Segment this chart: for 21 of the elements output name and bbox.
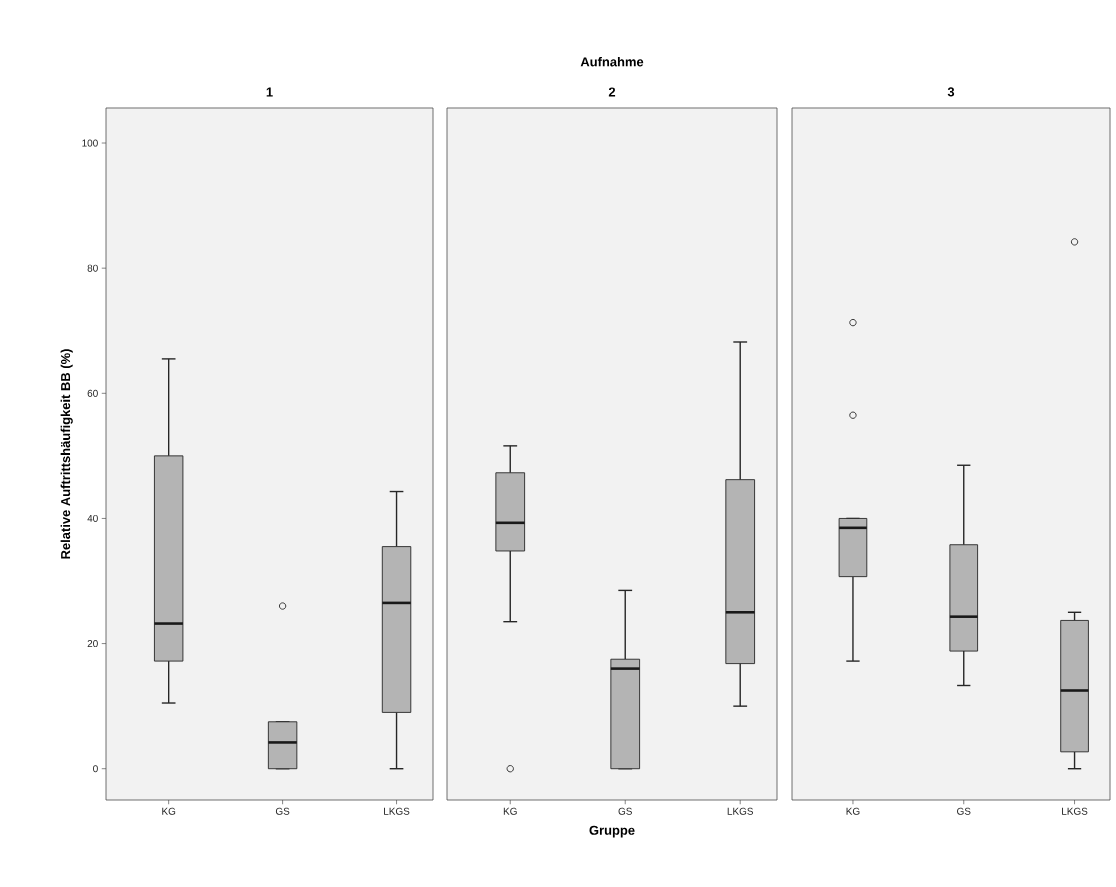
- x-tick-label: GS: [618, 807, 632, 815]
- x-tick-label: GS: [275, 807, 290, 815]
- y-tick-label: 0: [93, 765, 98, 773]
- x-tick-label: LKGS: [727, 807, 754, 815]
- y-tick-label: 60: [87, 389, 98, 397]
- x-tick-label: KG: [846, 807, 860, 815]
- y-tick-label: 100: [82, 139, 98, 147]
- text: Aufnahme: [580, 56, 644, 67]
- y-tick-label: 40: [87, 514, 98, 522]
- x-tick-label: LKGS: [384, 807, 410, 815]
- y-tick-label: 20: [87, 640, 98, 648]
- chart-title: 2: [608, 87, 616, 97]
- chart-title: 1: [266, 87, 273, 97]
- x-tick-label: KG: [162, 807, 176, 815]
- chart-title: 3: [947, 87, 955, 97]
- x-tick-label: GS: [957, 807, 971, 815]
- x-tick-label: LKGS: [1062, 807, 1088, 815]
- y-tick-label: 80: [87, 264, 98, 272]
- y-axis-title: Relative Auftrittshäufigkeit BB (%): [60, 349, 73, 559]
- x-tick-label: KG: [503, 807, 517, 815]
- x-axis-title: Gruppe: [589, 825, 635, 838]
